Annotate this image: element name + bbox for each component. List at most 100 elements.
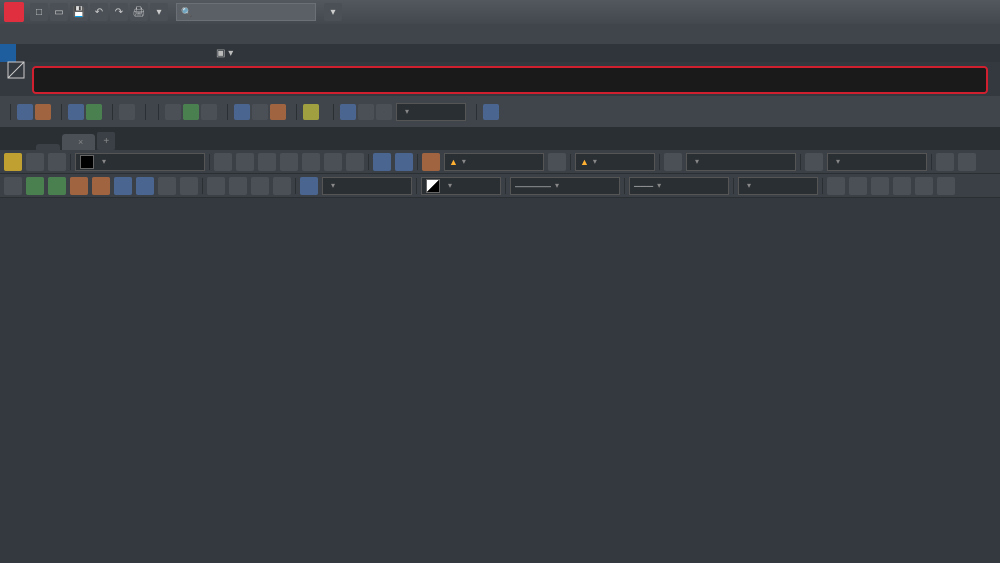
panel-object	[17, 104, 55, 120]
ribbon-tab-insert[interactable]	[96, 44, 112, 62]
qat-open-icon[interactable]: ▭	[50, 3, 68, 21]
ribbon-tab-output[interactable]	[160, 44, 176, 62]
tb2-4[interactable]	[70, 177, 88, 195]
ucs2-icon[interactable]	[358, 104, 374, 120]
layer-freeze-icon[interactable]	[26, 153, 44, 171]
color-dropdown[interactable]	[421, 177, 501, 195]
panel-mesh	[68, 104, 106, 120]
close-tab-icon[interactable]: ×	[78, 137, 83, 147]
app-logo[interactable]	[4, 2, 24, 22]
tb-icon-3[interactable]	[258, 153, 276, 171]
ribbon-tab-surface[interactable]	[32, 44, 48, 62]
style-icon[interactable]	[805, 153, 823, 171]
vyn-dropdown[interactable]	[827, 153, 927, 171]
ribbon-tab-view[interactable]	[128, 44, 144, 62]
rotate-icon[interactable]	[252, 104, 268, 120]
extrude-icon[interactable]	[17, 104, 33, 120]
tb2-e2[interactable]	[849, 177, 867, 195]
ucs-icon[interactable]	[340, 104, 356, 120]
ucs-grid-icon[interactable]	[300, 177, 318, 195]
layer-dropdown[interactable]	[75, 153, 205, 171]
ribbon-tab-annot[interactable]	[112, 44, 128, 62]
viewport-icon[interactable]	[483, 104, 499, 120]
tb2-9[interactable]	[180, 177, 198, 195]
move-icon[interactable]	[234, 104, 250, 120]
tb-icon-6[interactable]	[324, 153, 342, 171]
panel-modify	[234, 104, 290, 120]
ribbon-tab-perf[interactable]	[192, 44, 208, 62]
tb2-1[interactable]	[4, 177, 22, 195]
tb2-8[interactable]	[158, 177, 176, 195]
tb2-e4[interactable]	[893, 177, 911, 195]
tb2-e3[interactable]	[871, 177, 889, 195]
tb2-7[interactable]	[136, 177, 154, 195]
tb-icon-8[interactable]	[373, 153, 391, 171]
add-tab-button[interactable]: +	[97, 132, 115, 150]
layer-on-icon[interactable]	[4, 153, 22, 171]
tb-icon-end2[interactable]	[958, 153, 976, 171]
qat-print-icon[interactable]: 🖨	[130, 3, 148, 21]
tb-icon-5[interactable]	[302, 153, 320, 171]
section-plane-icon[interactable]	[303, 104, 319, 120]
toolbar-row-2: ———— ───	[0, 174, 1000, 198]
table-icon[interactable]	[664, 153, 682, 171]
tb2-10[interactable]	[207, 177, 225, 195]
qat-new-icon[interactable]: □	[30, 3, 48, 21]
ribbon-tabs: ▣ ▾	[0, 44, 1000, 62]
[interactable]	[322, 177, 412, 195]
ribbon-tab-express[interactable]	[176, 44, 192, 62]
quick-access-toolbar: □ ▭ 💾 ↶ ↷ 🖨 ▾	[30, 3, 168, 21]
qat-undo-icon[interactable]: ↶	[90, 3, 108, 21]
rect-icon[interactable]	[183, 104, 199, 120]
layer-lock-icon[interactable]	[48, 153, 66, 171]
tb-icon-10[interactable]	[548, 153, 566, 171]
tb2-e5[interactable]	[915, 177, 933, 195]
linetype-dropdown[interactable]: ————	[510, 177, 620, 195]
smooth-icon[interactable]	[86, 104, 102, 120]
qat-redo-icon[interactable]: ↷	[110, 3, 128, 21]
plotstyle-dropdown[interactable]	[738, 177, 818, 195]
eng-dropdown[interactable]: ▲	[575, 153, 655, 171]
tb-icon-4[interactable]	[280, 153, 298, 171]
panel-plane	[303, 104, 327, 120]
qat-save-icon[interactable]: 💾	[70, 3, 88, 21]
tb-icon-9[interactable]	[395, 153, 413, 171]
tb2-11[interactable]	[229, 177, 247, 195]
tb2-2[interactable]	[26, 177, 44, 195]
tb2-5[interactable]	[92, 177, 110, 195]
workspace-dd-icon[interactable]: ▾	[324, 3, 342, 21]
toolbar-row-1: ▲ ▲	[0, 150, 1000, 174]
tb-icon-7[interactable]	[346, 153, 364, 171]
tb2-6[interactable]	[114, 177, 132, 195]
dim-icon[interactable]	[422, 153, 440, 171]
sweep-icon[interactable]	[35, 104, 51, 120]
circle-icon[interactable]	[201, 104, 217, 120]
scale-icon[interactable]	[270, 104, 286, 120]
world-cs-dropdown[interactable]	[396, 103, 466, 121]
tb-icon-2[interactable]	[236, 153, 254, 171]
tb-icon-1[interactable]	[214, 153, 232, 171]
spec-dropdown[interactable]	[686, 153, 796, 171]
tb2-e6[interactable]	[937, 177, 955, 195]
workspace-dropdown[interactable]	[176, 3, 316, 21]
lineweight-dropdown[interactable]: ───	[629, 177, 729, 195]
tb2-e1[interactable]	[827, 177, 845, 195]
ribbon-tab-viz[interactable]	[64, 44, 80, 62]
tb2-12[interactable]	[251, 177, 269, 195]
ribbon-tab-mesh[interactable]	[48, 44, 64, 62]
ribbon-tab-expand-icon[interactable]: ▣ ▾	[208, 44, 241, 62]
tb-icon-end1[interactable]	[936, 153, 954, 171]
doc-tab-start[interactable]	[36, 144, 60, 150]
ribbon-tab-param[interactable]	[80, 44, 96, 62]
line-icon[interactable]	[165, 104, 181, 120]
tb2-13[interactable]	[273, 177, 291, 195]
ribbon-tab-manage[interactable]	[144, 44, 160, 62]
slice-icon[interactable]	[119, 104, 135, 120]
dimstyle-dropdown[interactable]: ▲	[444, 153, 544, 171]
ucs3-icon[interactable]	[376, 104, 392, 120]
mesh-icon[interactable]	[68, 104, 84, 120]
tb2-3[interactable]	[48, 177, 66, 195]
doc-tab-active[interactable]: ×	[62, 134, 95, 150]
qat-more-icon[interactable]: ▾	[150, 3, 168, 21]
clip-button[interactable]	[2, 42, 30, 98]
